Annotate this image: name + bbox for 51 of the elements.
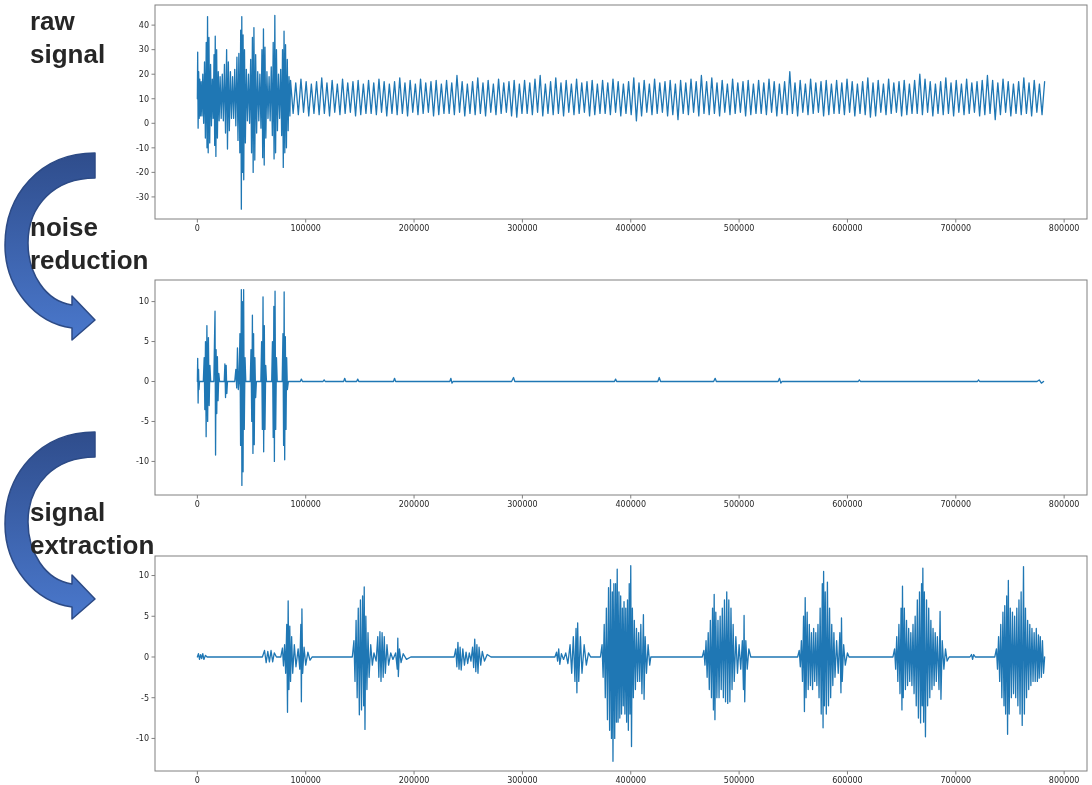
x-tick-label: 400000 — [615, 500, 647, 509]
y-tick-label: 20 — [138, 70, 149, 80]
x-tick-label: 200000 — [398, 500, 430, 509]
y-tick-label: -10 — [135, 143, 149, 153]
x-tick-label: 600000 — [832, 224, 863, 233]
text: raw signal — [30, 6, 106, 69]
y-tick-label: 40 — [138, 20, 149, 30]
chart-title: signal extraction — [30, 497, 155, 560]
y-tick-label: -20 — [135, 168, 149, 178]
y-tick-label: -10 — [135, 734, 149, 744]
y-tick-label: -5 — [141, 693, 149, 703]
x-tick-label: 600000 — [832, 776, 863, 785]
y-tick-label: 5 — [143, 337, 149, 347]
x-tick-label: 800000 — [1048, 224, 1080, 233]
y-tick-label: -5 — [141, 417, 149, 427]
x-tick-label: 500000 — [723, 500, 755, 509]
x-tick-label: 700000 — [940, 224, 972, 233]
x-tick-label: 200000 — [398, 224, 430, 233]
y-tick-label: 0 — [143, 652, 149, 662]
x-tick-label: 700000 — [940, 500, 972, 509]
x-tick-label: 0 — [194, 776, 200, 785]
x-tick-label: 0 — [194, 500, 200, 509]
y-tick-label: 10 — [138, 297, 149, 307]
chart-title: noise reduction — [30, 212, 149, 275]
x-tick-label: 300000 — [507, 776, 538, 785]
x-tick-label: 200000 — [398, 776, 430, 785]
x-tick-label: 400000 — [615, 224, 647, 233]
x-tick-label: 0 — [194, 224, 200, 233]
x-tick-label: 600000 — [832, 500, 863, 509]
x-tick-label: 100000 — [290, 500, 321, 509]
y-tick-label: 0 — [143, 119, 149, 129]
y-tick-label: 5 — [143, 612, 149, 622]
x-tick-label: 800000 — [1048, 776, 1080, 785]
line-series — [196, 288, 1045, 487]
y-tick-label: 10 — [138, 571, 149, 581]
x-tick-label: 800000 — [1048, 500, 1080, 509]
x-tick-label: 300000 — [507, 224, 538, 233]
y-tick-label: -10 — [135, 457, 149, 467]
line-series — [196, 14, 1046, 210]
x-tick-label: 400000 — [615, 776, 647, 785]
x-tick-label: 100000 — [290, 776, 321, 785]
x-tick-label: 500000 — [723, 224, 755, 233]
y-tick-label: 0 — [143, 377, 149, 387]
x-tick-label: 100000 — [290, 224, 321, 233]
x-tick-label: 300000 — [507, 500, 538, 509]
y-tick-label: -30 — [135, 192, 149, 202]
x-tick-label: 500000 — [723, 776, 755, 785]
y-tick-label: 10 — [138, 94, 149, 104]
line-series — [196, 565, 1046, 762]
y-tick-label: 30 — [138, 45, 149, 55]
x-tick-label: 700000 — [940, 776, 972, 785]
